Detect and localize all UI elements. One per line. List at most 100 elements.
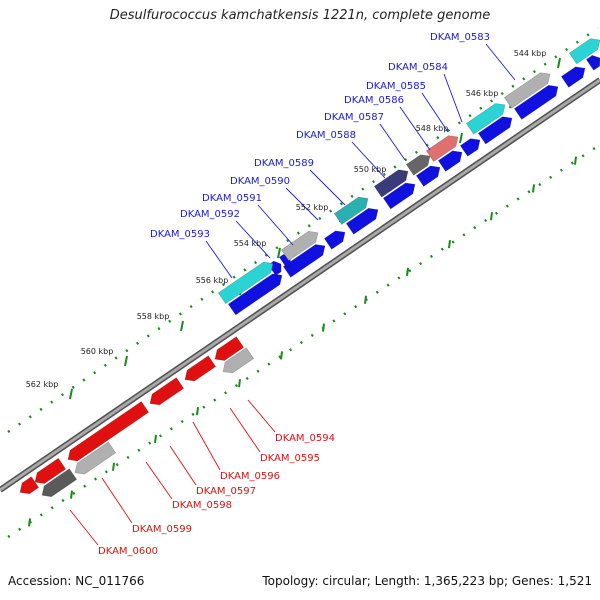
gene-feature[interactable]: [333, 193, 371, 225]
gene-feature[interactable]: [415, 162, 443, 187]
kbp-label: 552 kbp: [296, 203, 329, 212]
gene-leader-line: [351, 141, 386, 179]
gene-leader-line: [379, 123, 406, 161]
outer-kbp-track: [7, 26, 599, 434]
gene-leader-line: [192, 421, 221, 471]
inner-track-tick: [280, 351, 283, 360]
gene-feature[interactable]: [217, 258, 276, 305]
gene-leader-line: [229, 407, 261, 453]
gene-leader-line: [247, 399, 276, 433]
inner-track-tick: [406, 267, 409, 277]
kbp-label: 554 kbp: [234, 239, 267, 248]
gene-label-forward[interactable]: DKAM_0593: [150, 229, 210, 240]
kbp-tick: [180, 320, 184, 332]
inner-track-tick: [364, 295, 367, 304]
gene-label-forward[interactable]: DKAM_0585: [366, 81, 426, 92]
kbp-tick: [277, 247, 281, 259]
gene-feature[interactable]: [425, 132, 461, 162]
gene-label-forward[interactable]: DKAM_0587: [324, 112, 384, 123]
inner-track-tick: [574, 156, 577, 165]
gene-leader-line: [443, 73, 463, 123]
kbp-tick: [69, 388, 73, 400]
gene-label-forward[interactable]: DKAM_0589: [254, 158, 314, 169]
kbp-labels: 544 kbp 546 kbp 548 kbp 550 kbp 552 kbp 554 k…: [26, 49, 547, 389]
kbp-tick: [124, 355, 128, 367]
gene-label-reverse[interactable]: DKAM_0598: [172, 500, 232, 511]
gene-feature[interactable]: [323, 227, 348, 250]
inner-track-tick: [532, 184, 535, 193]
inner-track-tick: [154, 434, 157, 444]
gene-label-forward[interactable]: DKAM_0586: [344, 95, 404, 106]
gene-feature[interactable]: [560, 63, 588, 88]
gene-feature[interactable]: [437, 147, 465, 172]
gene-feature[interactable]: [181, 355, 217, 385]
gene-feature[interactable]: [71, 441, 117, 478]
gene-feature[interactable]: [345, 204, 381, 235]
gene-leader-line: [485, 43, 516, 81]
kbp-tick: [459, 132, 463, 144]
inner-track-ticks: [28, 156, 577, 527]
gene-label-reverse[interactable]: DKAM_0599: [132, 524, 192, 535]
gene-leader-line: [399, 106, 431, 151]
gene-feature[interactable]: [503, 69, 553, 109]
gene-label-reverse[interactable]: DKAM_0596: [220, 471, 280, 482]
gene-label-forward[interactable]: DKAM_0588: [296, 130, 356, 141]
inner-track-tick: [322, 323, 325, 332]
gene-feature[interactable]: [280, 227, 321, 262]
kbp-tick-marks: [69, 57, 561, 400]
inner-track-tick: [28, 518, 31, 527]
gene-feature[interactable]: [211, 336, 245, 365]
gene-leader-line: [309, 169, 346, 206]
accession-text: Accession: NC_011766: [8, 574, 145, 588]
gene-feature[interactable]: [146, 377, 185, 409]
gene-label-reverse[interactable]: DKAM_0600: [98, 546, 158, 557]
gene-leader-line: [69, 509, 99, 546]
kbp-label: 558 kbp: [137, 312, 170, 321]
inner-track-tick: [490, 212, 493, 221]
gene-labels: DKAM_0583 DKAM_0584 DKAM_0585 DKAM_0586 DKAM…: [98, 32, 490, 557]
gene-label-forward[interactable]: DKAM_0584: [388, 62, 448, 73]
inner-track-tick: [448, 239, 451, 249]
gene-label-forward[interactable]: DKAM_0592: [180, 209, 240, 220]
gene-feature[interactable]: [459, 135, 483, 157]
gene-label-reverse[interactable]: DKAM_0594: [275, 433, 335, 444]
gene-feature[interactable]: [513, 81, 561, 120]
inner-track-tick: [196, 406, 199, 416]
gene-label-forward[interactable]: DKAM_0583: [430, 32, 490, 43]
gene-leader-line: [169, 445, 197, 486]
gene-feature[interactable]: [373, 166, 411, 198]
topology-summary: Topology: circular; Length: 1,365,223 bp…: [262, 574, 592, 588]
gene-leader-line: [235, 220, 271, 259]
inner-track-tick: [112, 462, 115, 471]
gene-leader-line: [145, 461, 173, 500]
gene-label-forward[interactable]: DKAM_0590: [230, 176, 290, 187]
inner-kbp-track: [7, 144, 599, 539]
gene-leader-line: [285, 187, 319, 221]
gene-feature[interactable]: [405, 151, 433, 176]
gene-label-reverse[interactable]: DKAM_0597: [196, 486, 256, 497]
gene-feature[interactable]: [477, 113, 515, 145]
kbp-label: 560 kbp: [81, 347, 114, 356]
gene-feature[interactable]: [465, 100, 508, 135]
gene-label-reverse[interactable]: DKAM_0595: [260, 453, 320, 464]
inner-track-tick: [70, 490, 73, 499]
gene-feature[interactable]: [219, 347, 255, 377]
gene-leader-line: [101, 477, 133, 524]
kbp-label: 544 kbp: [514, 49, 547, 58]
gene-feature[interactable]: [227, 270, 285, 316]
map-title: Desulfurococcus kamchatkensis 1221n, com…: [109, 8, 491, 23]
kbp-label: 546 kbp: [466, 89, 499, 98]
gene-feature[interactable]: [16, 476, 40, 498]
gene-label-forward[interactable]: DKAM_0591: [202, 193, 262, 204]
genome-backbone-highlight: [0, 78, 600, 492]
gene-feature[interactable]: [568, 35, 600, 65]
kbp-tick: [557, 57, 561, 69]
gene-feature[interactable]: [38, 468, 78, 501]
inner-track-tick: [238, 379, 241, 388]
gene-feature[interactable]: [382, 179, 418, 210]
gene-feature[interactable]: [282, 241, 328, 278]
gene-leader-line: [257, 204, 294, 246]
gene-feature[interactable]: [31, 457, 67, 487]
gene-feature[interactable]: [64, 401, 150, 465]
